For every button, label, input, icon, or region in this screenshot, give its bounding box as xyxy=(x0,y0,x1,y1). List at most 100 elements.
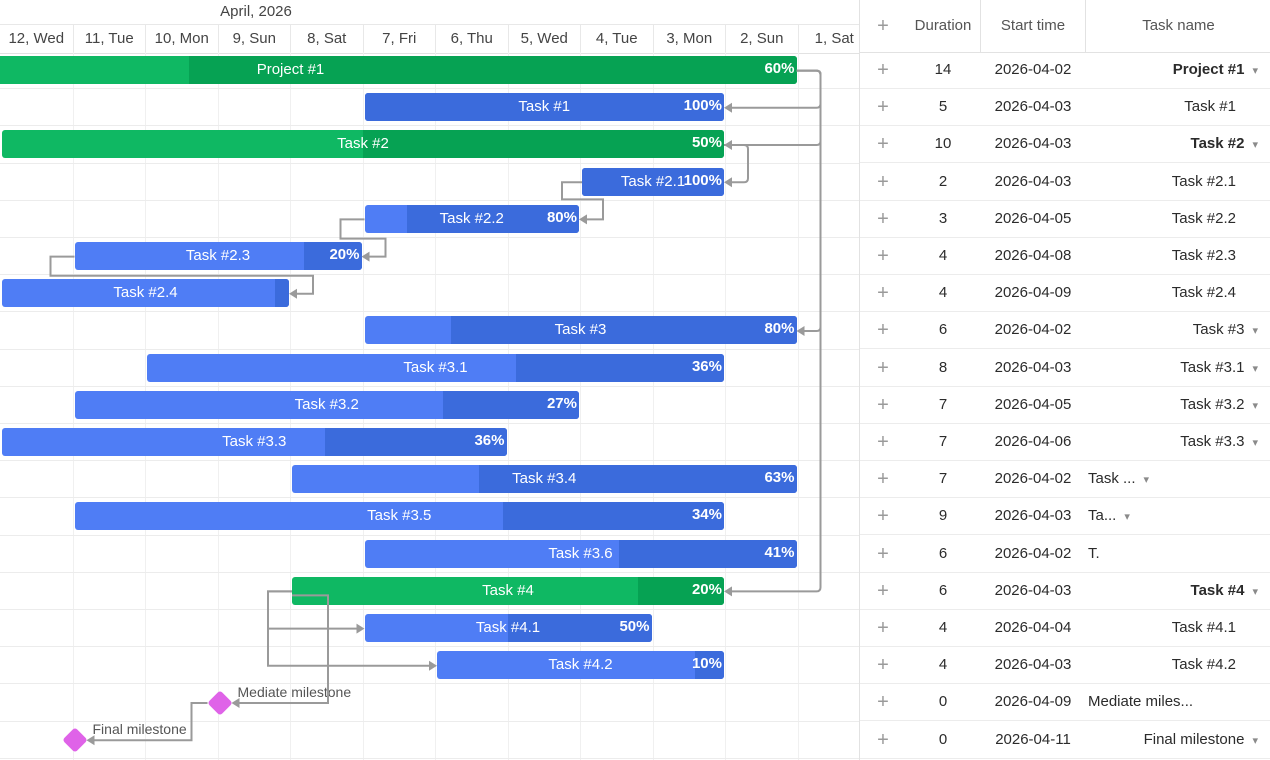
plus-icon[interactable]: + xyxy=(877,617,889,639)
task-name-header[interactable]: Task name xyxy=(1085,0,1270,52)
plus-icon[interactable]: + xyxy=(877,15,889,37)
add-task-button[interactable]: + xyxy=(860,610,906,646)
grid-row[interactable]: +10 2026-04-03 Task #2 ▾ xyxy=(860,126,1270,164)
plus-icon[interactable]: + xyxy=(877,654,889,677)
add-task-button[interactable]: + xyxy=(860,275,906,311)
task-name-cell[interactable]: Task #2.2 xyxy=(1088,201,1258,237)
task-bar[interactable]: Task #3.4 63% xyxy=(292,465,797,494)
task-bar[interactable]: Task #4.2 10% xyxy=(437,651,724,680)
task-name-cell[interactable]: Task #3.1 ▾ xyxy=(1088,350,1258,386)
task-bar[interactable]: Task #4.1 50% xyxy=(364,614,652,642)
add-task-button[interactable]: + xyxy=(860,684,906,720)
add-task-button[interactable]: + xyxy=(860,387,906,423)
plus-icon[interactable]: + xyxy=(877,133,889,156)
task-name-cell[interactable]: Mediate miles... xyxy=(1088,684,1258,720)
plus-icon[interactable]: + xyxy=(877,59,889,81)
plus-icon[interactable]: + xyxy=(877,282,889,305)
task-bar[interactable]: Task #3 80% xyxy=(364,316,797,345)
grid-row[interactable]: +4 2026-04-04 Task #4.1 xyxy=(860,610,1270,647)
add-task-button[interactable]: + xyxy=(860,201,906,237)
task-bar[interactable]: Task #2.2 80% xyxy=(364,204,579,233)
add-task-button[interactable]: + xyxy=(860,164,906,200)
grid-row[interactable]: +4 2026-04-03 Task #4.2 xyxy=(860,647,1270,685)
grid-row[interactable]: +3 2026-04-05 Task #2.2 xyxy=(860,201,1270,238)
task-bar[interactable]: Task #1 100% xyxy=(364,93,724,122)
grid-row[interactable]: +2 2026-04-03 Task #2.1 xyxy=(860,164,1270,201)
chevron-down-icon[interactable]: ▾ xyxy=(1252,734,1258,747)
duration-header[interactable]: Duration xyxy=(914,17,972,34)
start-time-header[interactable]: Start time xyxy=(980,0,1085,52)
add-task-button[interactable]: + xyxy=(860,722,906,758)
chevron-down-icon[interactable]: ▾ xyxy=(1124,511,1130,524)
plus-icon[interactable]: + xyxy=(877,170,889,193)
task-name-cell[interactable]: Task #3 ▾ xyxy=(1088,312,1258,348)
chevron-down-icon[interactable]: ▾ xyxy=(1252,139,1258,152)
chevron-down-icon[interactable]: ▾ xyxy=(1252,399,1258,412)
grid-row[interactable]: +4 2026-04-09 Task #2.4 xyxy=(860,275,1270,313)
grid-row[interactable]: +4 2026-04-08 Task #2.3 xyxy=(860,238,1270,275)
add-task-button[interactable]: + xyxy=(860,238,906,274)
add-task-button[interactable]: + xyxy=(860,126,906,162)
add-task-button[interactable]: + xyxy=(860,461,906,497)
chevron-down-icon[interactable]: ▾ xyxy=(1143,474,1150,487)
task-name-cell[interactable]: Task #2.1 xyxy=(1088,164,1258,200)
plus-icon[interactable]: + xyxy=(877,356,889,379)
task-bar[interactable]: Task #2.1 100% xyxy=(582,167,724,196)
plus-icon[interactable]: + xyxy=(877,96,889,119)
task-bar[interactable]: Task #3.1 36% xyxy=(147,353,724,382)
grid-row[interactable]: +6 2026-04-02 Task #3 ▾ xyxy=(860,312,1270,350)
task-name-cell[interactable]: Task #3.3 ▾ xyxy=(1088,424,1258,460)
plus-icon[interactable]: + xyxy=(877,207,889,230)
plus-icon[interactable]: + xyxy=(877,319,889,342)
task-name-cell[interactable]: Task #4.1 xyxy=(1088,610,1258,646)
plus-icon[interactable]: + xyxy=(877,393,889,416)
task-name-cell[interactable]: Final milestone ▾ xyxy=(1088,722,1258,758)
task-name-cell[interactable]: Task #2.4 xyxy=(1088,275,1258,311)
add-task-button[interactable]: + xyxy=(860,647,906,683)
add-task-button[interactable]: + xyxy=(860,89,906,125)
task-name-cell[interactable]: Task #3.2 ▾ xyxy=(1088,387,1258,423)
task-bar[interactable]: Task #2.4 xyxy=(2,279,289,308)
grid-row[interactable]: +0 2026-04-09 Mediate miles... xyxy=(860,684,1270,722)
project-bar[interactable]: Project #1 60% xyxy=(0,56,797,84)
task-name-cell[interactable]: Task ... ▾ xyxy=(1088,461,1258,497)
grid-row[interactable]: +7 2026-04-02 Task ... ▾ xyxy=(860,461,1270,499)
task-name-cell[interactable]: Project #1 ▾ xyxy=(1088,52,1258,88)
add-task-button[interactable]: + xyxy=(860,424,906,460)
task-name-cell[interactable]: Ta... ▾ xyxy=(1088,498,1258,534)
task-bar[interactable]: Task #2.3 20% xyxy=(74,242,362,270)
project-bar[interactable]: Task #4 20% xyxy=(292,576,724,605)
project-bar[interactable]: Task #2 50% xyxy=(2,130,724,159)
plus-icon[interactable]: + xyxy=(877,505,889,528)
grid-row[interactable]: +6 2026-04-03 Task #4 ▾ xyxy=(860,573,1270,610)
chevron-down-icon[interactable]: ▾ xyxy=(1252,325,1258,338)
task-name-cell[interactable]: Task #2.3 xyxy=(1088,238,1258,274)
plus-icon[interactable]: + xyxy=(877,468,889,491)
task-name-cell[interactable]: Task #4.2 xyxy=(1088,647,1258,683)
task-name-cell[interactable]: T. xyxy=(1088,536,1258,572)
task-bar[interactable]: Task #3.6 41% xyxy=(364,539,797,568)
plus-icon[interactable]: + xyxy=(877,245,889,267)
task-name-cell[interactable]: Task #4 ▾ xyxy=(1088,573,1258,609)
plus-icon[interactable]: + xyxy=(877,431,889,453)
add-task-button[interactable]: + xyxy=(860,52,906,88)
task-bar[interactable]: Task #3.5 34% xyxy=(74,502,724,531)
grid-row[interactable]: +8 2026-04-03 Task #3.1 ▾ xyxy=(860,350,1270,387)
add-task-button[interactable]: + xyxy=(860,350,906,386)
plus-icon[interactable]: + xyxy=(877,691,889,714)
grid-row[interactable]: +0 2026-04-11 Final milestone ▾ xyxy=(860,722,1270,759)
grid-row[interactable]: +9 2026-04-03 Ta... ▾ xyxy=(860,498,1270,536)
add-column-header[interactable]: + xyxy=(860,0,906,52)
task-name-cell[interactable]: Task #1 xyxy=(1088,89,1258,125)
chevron-down-icon[interactable]: ▾ xyxy=(1252,585,1258,598)
grid-row[interactable]: +6 2026-04-02 T. xyxy=(860,536,1270,573)
add-task-button[interactable]: + xyxy=(860,573,906,609)
plus-icon[interactable]: + xyxy=(877,579,889,602)
plus-icon[interactable]: + xyxy=(877,728,889,751)
chevron-down-icon[interactable]: ▾ xyxy=(1252,437,1258,449)
add-task-button[interactable]: + xyxy=(860,536,906,572)
task-bar[interactable]: Task #3.2 27% xyxy=(74,390,579,419)
add-task-button[interactable]: + xyxy=(860,312,906,348)
grid-row[interactable]: +7 2026-04-06 Task #3.3 ▾ xyxy=(860,424,1270,461)
grid-row[interactable]: +7 2026-04-05 Task #3.2 ▾ xyxy=(860,387,1270,424)
